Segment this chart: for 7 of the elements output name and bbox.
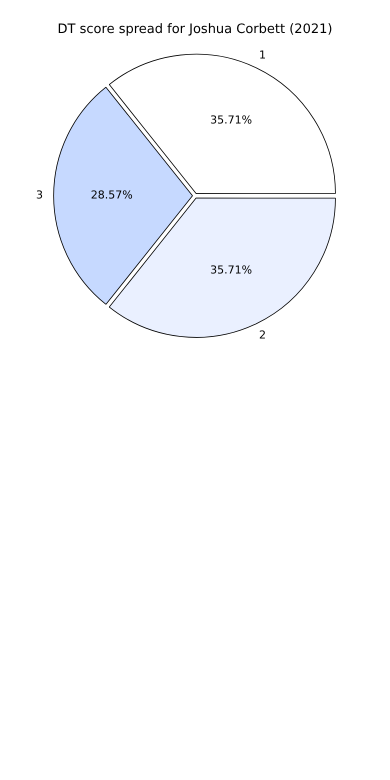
data-label: 28.57% [90, 188, 133, 202]
data-label: 35.71% [210, 114, 252, 127]
slice-label: 2 [258, 328, 266, 342]
slice-label: 3 [36, 188, 44, 202]
slice-label: 1 [258, 48, 266, 62]
chart-title: DT score spread for Joshua Corbett (2021) [58, 22, 332, 38]
data-label: 35.71% [210, 264, 252, 277]
